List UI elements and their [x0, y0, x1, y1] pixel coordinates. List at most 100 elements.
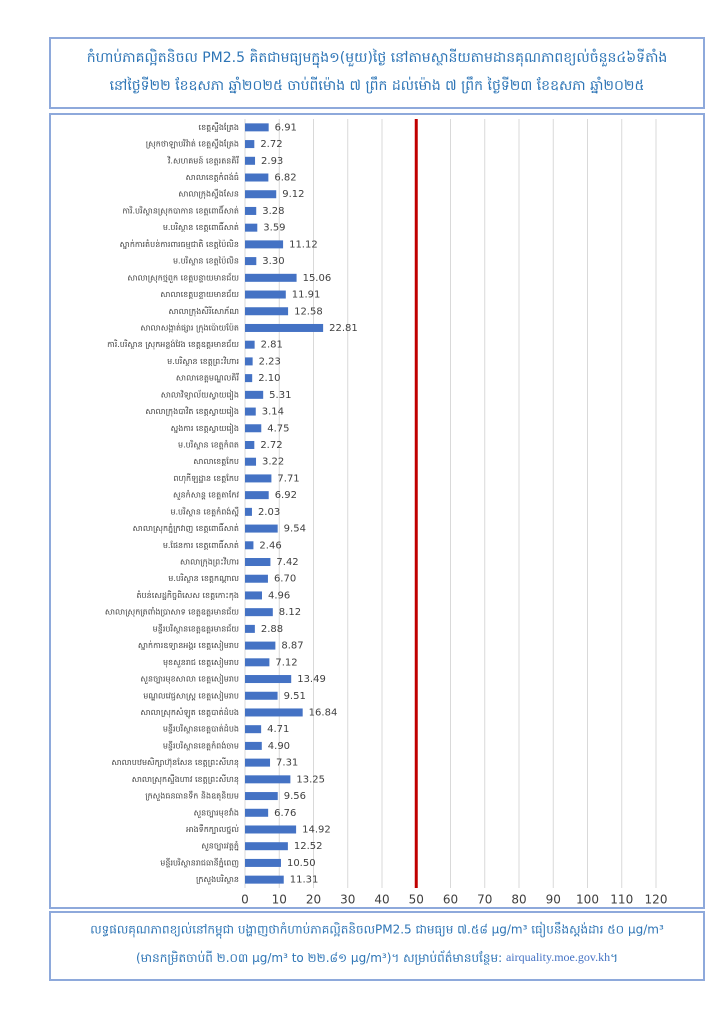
bar: [245, 741, 262, 750]
bar: [245, 792, 278, 801]
y-tick-label: សាលាសង្កាត់ផ្សារ ក្រុងប៉ោយប៉ែត: [140, 322, 239, 333]
bar: [245, 524, 278, 533]
bar: [245, 440, 255, 449]
y-tick-label: សាលាវិទ្យាល័យស្វាយរៀង: [161, 389, 239, 400]
bar: [245, 140, 255, 149]
y-tick-label: សាលាស្រុកភ្នំក្រវាញ ខេត្តពោធិ៍សាត់: [133, 522, 239, 534]
y-tick-label: ការិ.បរិស្ថានស្រុកបាកាន ខេត្តពោធិ៍សាត់: [122, 204, 239, 216]
bar: [245, 307, 289, 316]
value-label: 12.58: [294, 306, 323, 317]
footer-text: ។: [610, 951, 618, 965]
y-tick-label: សាលាស្រុកថ្មពួក ខេត្តបន្ទាយមានជ័យ: [127, 272, 239, 283]
bar: [245, 641, 276, 650]
value-label: 4.75: [267, 423, 289, 434]
value-label: 11.31: [290, 875, 319, 886]
bar: [245, 206, 257, 215]
y-tick-label: សួនច្បារមុខសាលា ខេត្តសៀមរាប: [140, 674, 239, 685]
bar: [245, 257, 257, 266]
x-tick-label: 90: [546, 893, 561, 907]
value-label: 8.12: [279, 607, 301, 618]
y-tick-label: វិ.សហគមន៍ ខេត្តរតនគិរី: [166, 155, 239, 165]
bar: [245, 390, 264, 399]
y-tick-label: សួនច្បារមុខវាំង: [194, 807, 239, 818]
bar: [245, 775, 291, 784]
value-label: 9.51: [284, 691, 306, 702]
value-label: 2.81: [261, 340, 283, 351]
value-label: 6.70: [274, 574, 296, 585]
bar: [245, 190, 277, 199]
bar: [245, 825, 297, 834]
x-tick-label: 0: [241, 893, 249, 907]
bar: [245, 725, 262, 734]
y-tick-label: សាលាខេត្តកំពង់ធំ: [186, 172, 239, 182]
bar: [245, 858, 281, 867]
x-tick-label: 50: [409, 893, 424, 907]
value-label: 4.90: [268, 741, 290, 752]
y-tick-label: ស្នងការ ខេត្តស្វាយរៀង: [171, 423, 239, 434]
y-tick-label: ក្រសួងបរិស្ថាន: [196, 874, 239, 885]
y-tick-label: មន្ទីរបរិស្ថានរាជធានីភ្នំពេញ: [160, 857, 239, 867]
value-label: 8.87: [281, 641, 303, 652]
value-label: 2.10: [258, 373, 280, 384]
value-label: 22.81: [329, 323, 358, 334]
value-label: 6.82: [274, 173, 296, 184]
bar: [245, 574, 268, 583]
bar: [245, 340, 255, 349]
bar: [245, 507, 252, 516]
bar: [245, 357, 253, 366]
value-label: 7.12: [275, 657, 297, 668]
footer-text: (មានកម្រិតចាប់ពី ២.០៣ µg/m³ to ២២.៨១ µg/…: [136, 950, 502, 965]
value-label: 3.59: [263, 223, 285, 234]
y-tick-label: សាលាបឋមសិក្សាហ៊ុនសែន ខេត្តព្រះសីហនុ: [111, 757, 239, 768]
y-tick-label: ម.បរិស្ថាន ខេត្តកំពង់ស្ពឺ: [170, 506, 239, 516]
y-tick-label: ម.ផែនការ ខេត្តពោធិ៍សាត់: [163, 539, 239, 550]
bar: [245, 407, 256, 416]
bar: [245, 474, 272, 483]
y-tick-label: មន្ទីរបរិស្ថានខេត្តបាត់ដំបង: [163, 724, 239, 734]
y-tick-label: សាលាខេត្តមណ្ឌលគិរី: [176, 373, 240, 383]
value-label: 3.30: [262, 256, 284, 267]
bar: [245, 875, 284, 884]
y-tick-label: តំបន់សេដ្ឋកិច្ចពិសេស ខេត្តកោះកុង: [136, 590, 239, 601]
title-box: [49, 37, 705, 109]
bar: [245, 808, 269, 817]
bar: [245, 290, 286, 299]
x-tick-label: 100: [576, 893, 599, 907]
y-tick-label: ខេត្តស្ទឹងត្រែង: [199, 122, 239, 132]
x-tick-label: 120: [645, 893, 668, 907]
y-tick-label: សួនច្បារវត្តភ្នំ: [201, 841, 239, 852]
value-label: 7.31: [276, 758, 298, 769]
bar: [245, 223, 258, 232]
y-tick-label: អាងទឹកក្បាលថ្នល់: [186, 824, 239, 834]
bar: [245, 675, 292, 684]
value-label: 9.56: [284, 791, 306, 802]
value-label: 2.23: [259, 356, 281, 367]
y-tick-label: សាលាខេត្តបន្ទាយមានជ័យ: [160, 289, 239, 299]
value-label: 2.93: [261, 156, 283, 167]
y-tick-label: មុខសួនរាជ ខេត្តសៀមរាប: [163, 657, 239, 668]
value-label: 2.03: [258, 507, 280, 518]
x-tick-label: 60: [443, 893, 458, 907]
x-tick-label: 80: [511, 893, 526, 907]
value-label: 11.91: [292, 290, 321, 301]
y-tick-label: ការិ.បរិស្ថាន ស្រុកអន្លង់វែង ខេត្តឧត្តរម…: [107, 339, 239, 350]
bar: [245, 123, 269, 132]
x-tick-label: 40: [374, 893, 389, 907]
chart-box: [49, 113, 705, 909]
bar: [245, 273, 297, 282]
y-tick-label: មន្ទីរបរិស្ថានខេត្តឧត្តរមានជ័យ: [153, 623, 240, 633]
value-label: 7.71: [277, 473, 299, 484]
value-label: 3.28: [262, 206, 284, 217]
y-tick-label: សាលាស្រុកស្ទឹងហាវ ខេត្តព្រះសីហនុ: [132, 774, 239, 785]
y-tick-label: ក្រសួងធនធានទឹក និងឧតុនិយម: [145, 791, 239, 802]
y-tick-label: មណ្ឌលវេជ្ជសាស្ត្រ ខេត្តសៀមរាប: [143, 690, 239, 701]
footer-link[interactable]: airquality.moe.gov.kh: [506, 950, 610, 964]
value-label: 12.52: [294, 841, 323, 852]
bar: [245, 624, 255, 633]
value-label: 13.25: [296, 774, 325, 785]
footer-text: លទ្ធផលគុណភាពខ្យល់នៅកម្ពុជា បង្ហាញថាកំហាប…: [90, 922, 664, 940]
y-tick-label: សួនកំសាន្ត ខេត្តតាកែវ: [173, 490, 239, 501]
title: កំហាប់ភាគល្អិតនិចល PM2.5 គិតជាមធ្យមក្នុង…: [87, 48, 668, 69]
y-tick-label: ម.បរិស្ថាន ខេត្តកំពត: [178, 439, 239, 449]
